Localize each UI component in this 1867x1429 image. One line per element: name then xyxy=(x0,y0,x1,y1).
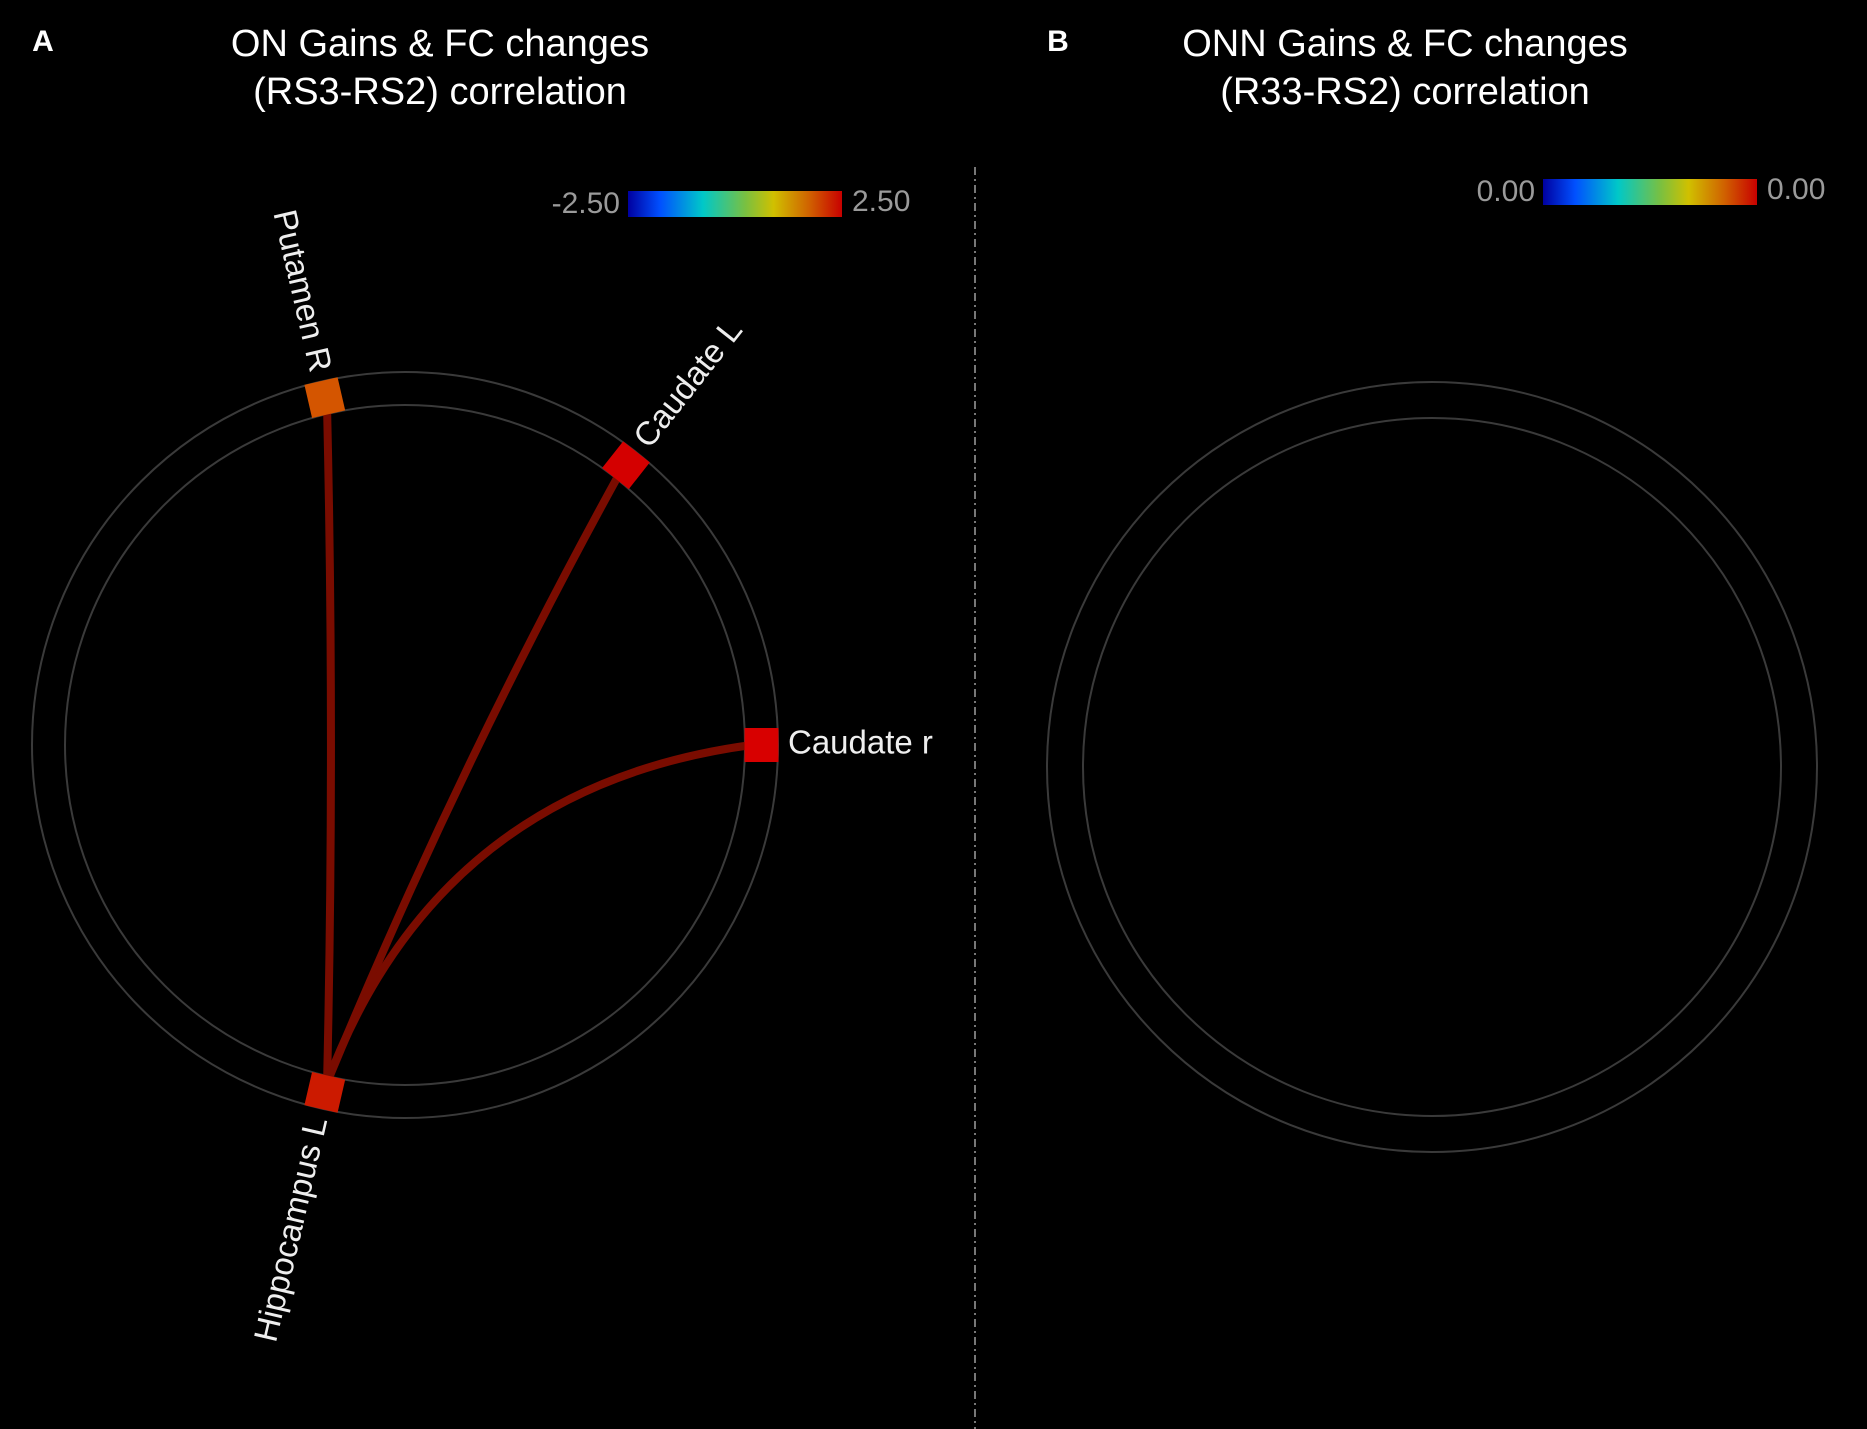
panel-title: ONN Gains & FC changes xyxy=(1182,23,1628,65)
node xyxy=(304,377,346,419)
node-label: Caudate r xyxy=(788,724,933,761)
panel-title: (R33-RS2) correlation xyxy=(1220,71,1590,113)
panel-letter: B xyxy=(1047,25,1069,58)
colorbar-min: 0.00 xyxy=(1477,175,1535,208)
edge xyxy=(323,403,335,1087)
colorbar-max: 0.00 xyxy=(1767,173,1825,206)
panel-title: (RS3-RS2) correlation xyxy=(253,71,627,113)
edge xyxy=(323,741,756,1087)
panel-title: ON Gains & FC changes xyxy=(231,23,649,65)
outer-ring xyxy=(1046,381,1818,1153)
node xyxy=(304,1071,346,1113)
inner-ring xyxy=(1082,417,1782,1117)
node xyxy=(602,441,650,490)
colorbar xyxy=(1543,179,1757,205)
colorbar-max: 2.50 xyxy=(852,185,910,218)
colorbar xyxy=(628,191,842,217)
node xyxy=(744,728,779,762)
panel-letter: A xyxy=(32,25,54,58)
colorbar-min: -2.50 xyxy=(552,187,620,220)
